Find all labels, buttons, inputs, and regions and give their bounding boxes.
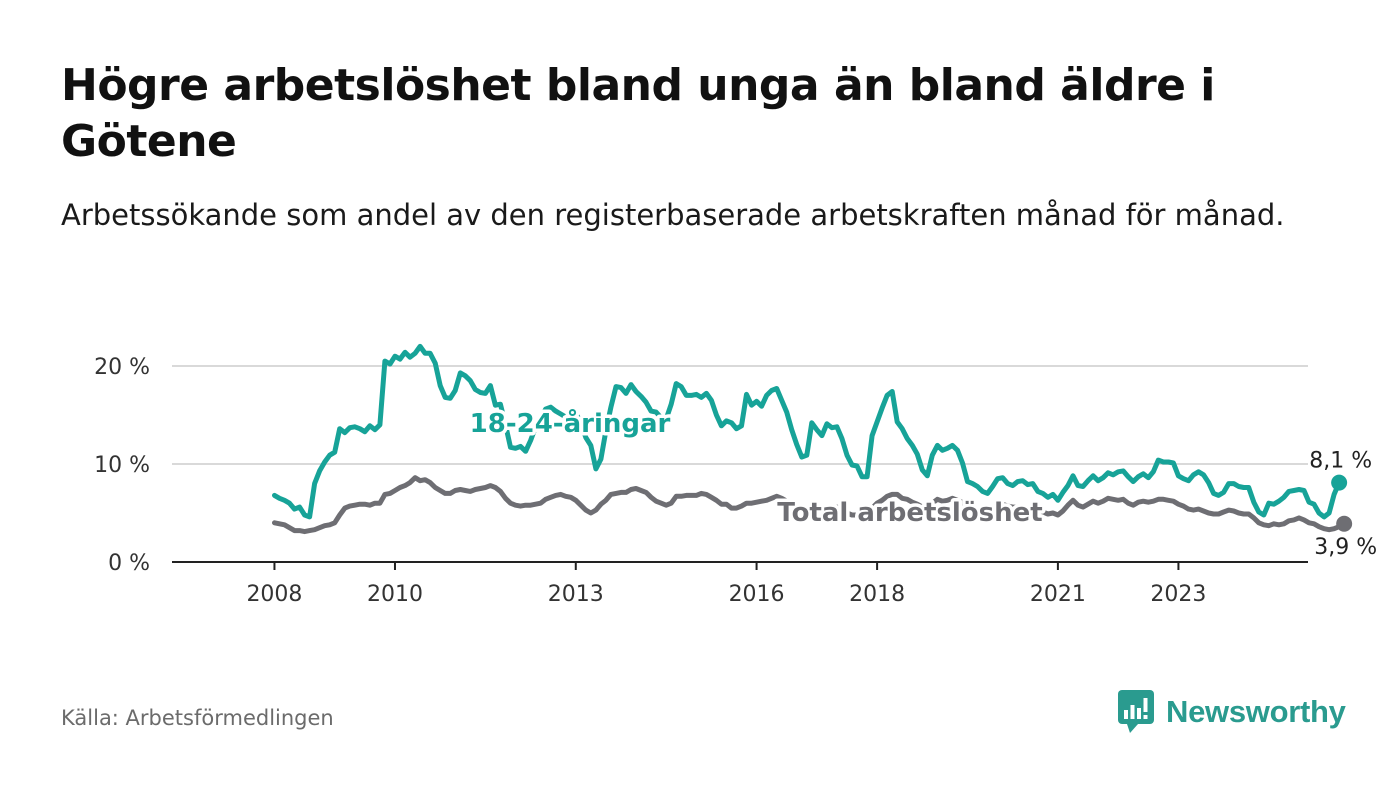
series-line-total — [272, 475, 1347, 535]
y-tick-label: 10 % — [94, 453, 150, 478]
chart-subtitle: Arbetssökande som andel av den registerb… — [61, 198, 1285, 232]
y-tick-label: 0 % — [108, 551, 150, 576]
gridlines — [172, 365, 1308, 465]
x-tick-label: 2018 — [849, 582, 905, 607]
x-tick-label: 2021 — [1030, 582, 1086, 607]
x-tick-label: 2010 — [367, 582, 423, 607]
line-chart: 0 % 10 % 20 % 2008 2010 2013 2016 2018 2021 2023… — [94, 343, 1380, 607]
series-line-youth — [272, 343, 1342, 520]
x-axis-ticks: 2008 2010 2013 2016 2018 2021 2023 — [246, 562, 1206, 607]
end-label-youth: 8,1 % — [1309, 449, 1372, 474]
end-point-total — [1336, 515, 1353, 532]
x-tick-label: 2016 — [729, 582, 785, 607]
y-tick-label: 20 % — [94, 355, 150, 380]
series-label-youth: 18-24-åringar — [470, 407, 671, 439]
chart-title: Högre arbetslöshet bland unga än bland ä… — [61, 60, 1215, 167]
series-lines — [272, 343, 1353, 535]
newsworthy-logo-icon — [1118, 690, 1154, 733]
series-label-total: Total arbetslöshet — [777, 498, 1042, 528]
y-axis-ticks: 0 % 10 % 20 % — [94, 355, 150, 576]
x-tick-label: 2023 — [1150, 582, 1206, 607]
brand-name: Newsworthy — [1166, 694, 1346, 729]
end-point-youth — [1331, 474, 1348, 491]
x-tick-label: 2013 — [548, 582, 604, 607]
x-tick-label: 2008 — [246, 582, 302, 607]
brand-logo[interactable]: Newsworthy — [1118, 690, 1346, 734]
end-label-total: 3,9 % — [1314, 535, 1377, 560]
series-labels: 18-24-åringar Total arbetslöshet 8,1 % 3,9 … — [466, 404, 1380, 563]
source-note: Källa: Arbetsförmedlingen — [61, 706, 334, 730]
